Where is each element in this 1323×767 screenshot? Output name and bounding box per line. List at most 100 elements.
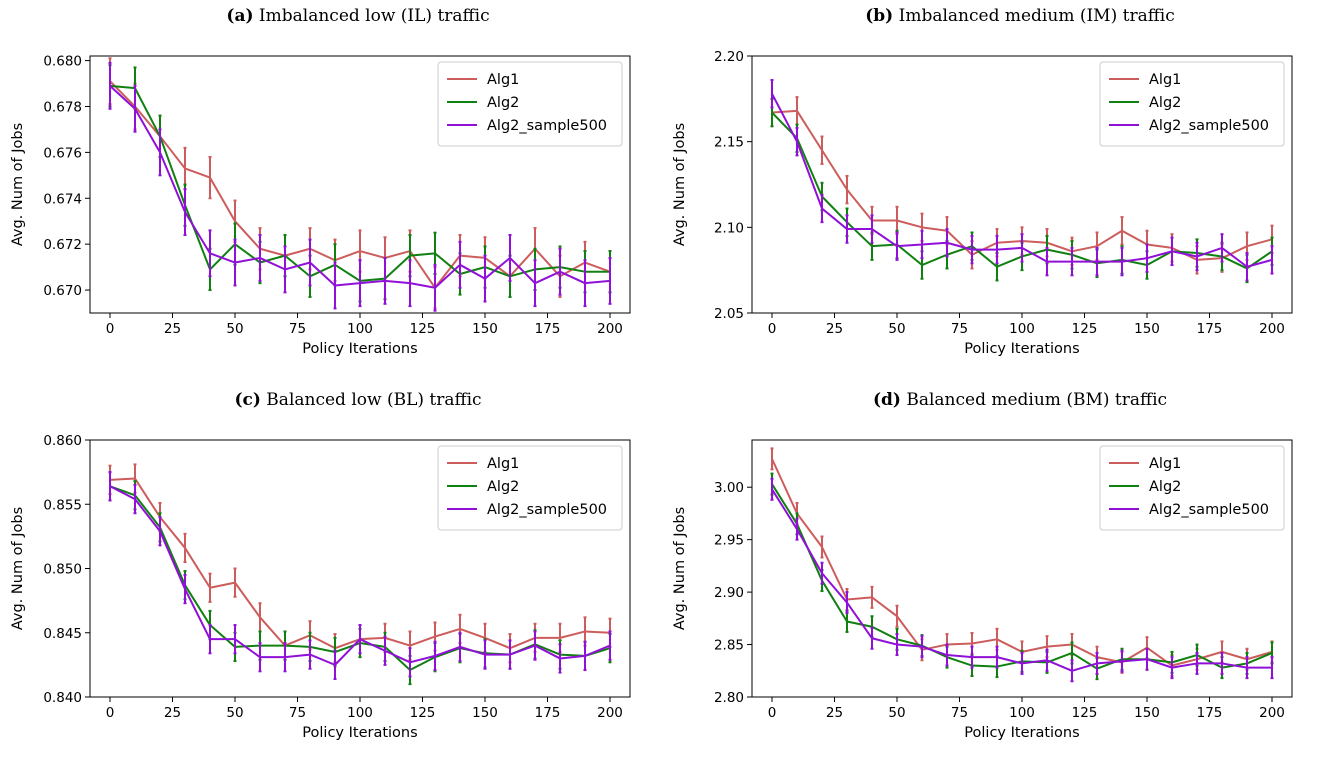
series-alg2-sample500	[770, 477, 1274, 683]
legend-label: Alg1	[1149, 72, 1181, 88]
y-axis-label: Avg. Num of Jobs	[672, 123, 688, 246]
legend-box	[437, 61, 623, 147]
legend: Alg1 Alg2 Alg2_sample500	[437, 61, 623, 147]
chart-svg: (c) Balanced low (BL) traffic 0 25 50 75 100 1…	[10, 390, 631, 741]
panel-label: (c)	[234, 390, 260, 410]
y-tick-label: 3.00	[714, 480, 744, 496]
y-tick-label: 0.676	[43, 145, 82, 161]
x-tick-label: 175	[1197, 705, 1223, 721]
legend-box	[437, 445, 623, 531]
y-axis-label: Avg. Num of Jobs	[672, 507, 688, 630]
x-tick-label: 50	[226, 705, 243, 721]
panel-label: (b)	[865, 6, 893, 26]
chart-panel-d: (d) Balanced medium (BM) traffic 0 25 50 75 1…	[662, 384, 1323, 767]
x-tick-label: 150	[472, 705, 498, 721]
legend-label: Alg2	[487, 479, 519, 495]
x-axis-label: Policy Iterations	[964, 341, 1079, 357]
x-axis-label: Policy Iterations	[302, 725, 417, 741]
panel-label: (a)	[226, 6, 253, 26]
x-tick-label: 75	[951, 321, 968, 337]
panel-title-text: Imbalanced low (IL) traffic	[254, 6, 490, 26]
x-tick-label: 25	[826, 705, 843, 721]
panel-title-text: Balanced low (BL) traffic	[261, 390, 482, 410]
chart-svg: (a) Imbalanced low (IL) traffic 0 25 50 75 10…	[10, 6, 631, 357]
panel-title: (a) Imbalanced low (IL) traffic	[226, 6, 489, 26]
chart-panel-a: (a) Imbalanced low (IL) traffic 0 25 50 75 10…	[0, 0, 661, 383]
x-tick-label: 150	[1134, 705, 1160, 721]
y-tick-label: 2.80	[714, 690, 744, 706]
legend-label: Alg1	[487, 72, 519, 88]
y-tick-label: 0.674	[43, 191, 82, 207]
y-tick-label: 2.15	[714, 135, 744, 151]
x-tick-label: 100	[347, 705, 373, 721]
x-tick-label: 175	[1197, 321, 1223, 337]
legend-label: Alg2_sample500	[487, 502, 607, 518]
y-axis-label: Avg. Num of Jobs	[10, 123, 26, 246]
legend-label: Alg2	[1149, 479, 1181, 495]
legend-label: Alg2_sample500	[1149, 118, 1269, 134]
series-alg2-sample500	[770, 78, 1274, 282]
x-tick-label: 25	[164, 321, 181, 337]
y-tick-label: 0.855	[43, 497, 82, 513]
x-tick-label: 125	[1072, 321, 1098, 337]
x-tick-label: 200	[1259, 705, 1285, 721]
y-tick-label: 2.95	[714, 533, 744, 549]
x-tick-label: 125	[410, 705, 436, 721]
chart-panel-c: (c) Balanced low (BL) traffic 0 25 50 75 100 1…	[0, 384, 661, 767]
chart-svg: (d) Balanced medium (BM) traffic 0 25 50 75 1…	[672, 390, 1293, 741]
legend-label: Alg2_sample500	[1149, 502, 1269, 518]
legend-label: Alg2_sample500	[487, 118, 607, 134]
x-tick-label: 75	[289, 705, 306, 721]
y-tick-label: 0.678	[43, 99, 82, 115]
legend: Alg1 Alg2 Alg2_sample500	[1099, 61, 1285, 147]
legend: Alg1 Alg2 Alg2_sample500	[1099, 445, 1285, 531]
x-tick-label: 100	[1009, 705, 1035, 721]
y-tick-label: 0.680	[43, 54, 82, 70]
panel-title-text: Balanced medium (BM) traffic	[901, 390, 1167, 410]
chart-svg: (b) Imbalanced medium (IM) traffic 0 25 50 7…	[672, 6, 1293, 357]
panel-label: (d)	[873, 390, 901, 410]
y-tick-label: 0.860	[43, 433, 82, 449]
x-tick-label: 150	[1134, 321, 1160, 337]
x-tick-label: 175	[535, 321, 561, 337]
x-tick-label: 100	[347, 321, 373, 337]
x-tick-label: 200	[597, 321, 623, 337]
x-axis-label: Policy Iterations	[964, 725, 1079, 741]
y-tick-label: 2.90	[714, 585, 744, 601]
x-tick-label: 125	[1072, 705, 1098, 721]
x-tick-label: 125	[410, 321, 436, 337]
x-tick-label: 0	[106, 321, 115, 337]
y-tick-label: 2.85	[714, 638, 744, 654]
y-tick-label: 2.05	[714, 306, 744, 322]
y-tick-label: 2.20	[714, 49, 744, 65]
panel-title: (b) Imbalanced medium (IM) traffic	[865, 6, 1175, 26]
y-tick-label: 0.840	[43, 690, 82, 706]
y-tick-label: 0.845	[43, 626, 82, 642]
y-tick-label: 0.670	[43, 283, 82, 299]
x-tick-label: 75	[289, 321, 306, 337]
legend-label: Alg1	[1149, 456, 1181, 472]
x-tick-label: 100	[1009, 321, 1035, 337]
legend-box	[1099, 445, 1285, 531]
x-tick-label: 200	[1259, 321, 1285, 337]
legend-label: Alg1	[487, 456, 519, 472]
x-tick-label: 25	[826, 321, 843, 337]
y-tick-label: 2.10	[714, 220, 744, 236]
x-tick-label: 50	[888, 321, 905, 337]
x-axis-label: Policy Iterations	[302, 341, 417, 357]
panel-title: (c) Balanced low (BL) traffic	[234, 390, 481, 410]
x-tick-label: 0	[768, 705, 777, 721]
x-tick-label: 200	[597, 705, 623, 721]
x-tick-label: 50	[888, 705, 905, 721]
x-tick-label: 25	[164, 705, 181, 721]
x-tick-label: 75	[951, 705, 968, 721]
series-alg2-sample500	[108, 471, 612, 681]
x-tick-label: 50	[226, 321, 243, 337]
panel-title: (d) Balanced medium (BM) traffic	[873, 390, 1167, 410]
panel-title-text: Imbalanced medium (IM) traffic	[893, 6, 1175, 26]
legend-label: Alg2	[1149, 95, 1181, 111]
legend-label: Alg2	[487, 95, 519, 111]
legend-box	[1099, 61, 1285, 147]
x-tick-label: 0	[106, 705, 115, 721]
x-tick-label: 175	[535, 705, 561, 721]
